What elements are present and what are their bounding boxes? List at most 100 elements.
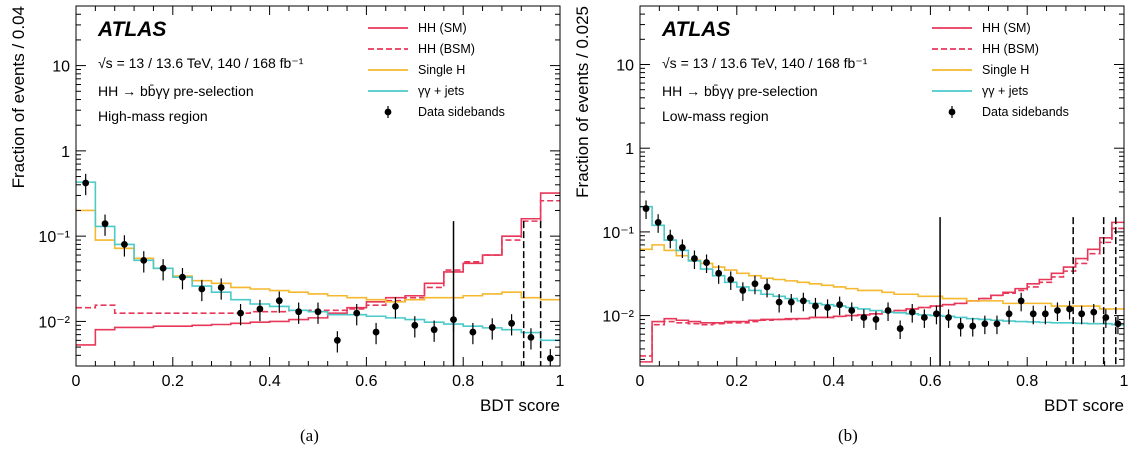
data-point (642, 200, 650, 220)
data-point (945, 309, 952, 328)
x-axis: 0 0.2 0.4 0.6 0.8 1 (72, 6, 565, 390)
data-point (787, 293, 795, 313)
data-point (121, 235, 128, 257)
data-point (1005, 305, 1013, 325)
series-line--jets (76, 181, 560, 342)
legend: HH (SM) HH (BSM) Single H γγ + jets Data sid… (368, 21, 505, 119)
series-line-hh-sm- (640, 221, 1124, 363)
data-point (799, 292, 807, 312)
data-point (703, 254, 710, 274)
x-tick-label: 0.4 (822, 373, 844, 390)
x-tick-label: 0.2 (162, 373, 184, 390)
series-line-single-h (640, 244, 1124, 310)
legend-item: Single H (932, 63, 1029, 77)
data-point (295, 302, 303, 324)
data-point (1017, 292, 1025, 312)
legend-label: γγ + jets (418, 84, 464, 98)
chart-panel-1: 0 0.2 0.4 0.6 0.8 1 BDT score 10⁻² 10⁻¹ 1 10 Fracti… (573, 5, 1129, 415)
energy-lumi-label: √s = 13 / 13.6 TeV, 140 / 168 fb⁻¹ (662, 55, 868, 71)
data-point (1090, 304, 1098, 323)
x-tick-label: 0.4 (258, 373, 280, 390)
experiment-label: ATLAS (97, 18, 166, 41)
chart-panel-0: 0 0.2 0.4 0.6 0.8 1 BDT score 10⁻² 10⁻¹ 1 10 Fracti… (9, 5, 565, 415)
series-line-single-h (76, 209, 560, 303)
y-axis-label: Fraction of events / 0.025 (573, 6, 592, 198)
legend-label: HH (BSM) (418, 42, 475, 56)
legend-label: HH (BSM) (982, 42, 1039, 56)
data-point (217, 278, 225, 300)
data-point (1029, 305, 1037, 325)
data-point (751, 275, 759, 295)
x-tick-label: 0.8 (1016, 373, 1038, 390)
data-point (969, 317, 977, 337)
data-point (140, 251, 148, 273)
data-point (1078, 305, 1086, 325)
x-tick-label: 0.6 (919, 373, 941, 390)
region-label: High-mass region (98, 108, 208, 124)
legend-label: HH (SM) (418, 21, 467, 35)
axes-frame (75, 5, 561, 367)
legend-item: Data sidebands (384, 105, 505, 119)
y-tick-label: 10⁻² (38, 314, 70, 331)
y-tick-label: 10⁻¹ (602, 225, 634, 242)
selection-label: HH → bb̄γγ pre-selection (98, 83, 254, 99)
data-point (1066, 300, 1073, 320)
data-point (957, 317, 965, 337)
data-point (908, 304, 916, 323)
data-point (101, 214, 109, 236)
selection-label: HH → bb̄γγ pre-selection (662, 83, 818, 99)
legend-item: Data sidebands (948, 105, 1069, 119)
region-label: Low-mass region (662, 108, 769, 124)
data-point (314, 302, 322, 324)
caption-b: (b) (838, 426, 858, 445)
data-point (333, 331, 341, 353)
data-point (715, 265, 723, 284)
y-tick-label: 10⁻¹ (38, 229, 70, 246)
x-tick-label: 0 (636, 373, 645, 390)
legend-item: HH (BSM) (368, 42, 475, 56)
data-point (430, 320, 438, 342)
experiment-label: ATLAS (661, 18, 730, 41)
data-point (1041, 305, 1049, 325)
x-axis-label: BDT score (1044, 396, 1124, 415)
x-tick-label: 0 (72, 373, 81, 390)
plot-area (76, 173, 560, 366)
legend-label: Data sidebands (418, 105, 505, 119)
series-line--jets (640, 205, 1124, 326)
axes-frame (639, 5, 1125, 367)
series-line-hh-bsm- (76, 199, 560, 314)
legend: HH (SM) HH (BSM) Single H γγ + jets Data sid… (932, 21, 1069, 119)
plot-area (640, 200, 1124, 366)
y-tick-label: 10⁻² (602, 309, 634, 326)
x-axis-label: BDT score (480, 396, 560, 415)
data-point (411, 316, 419, 338)
x-tick-label: 0.8 (452, 373, 474, 390)
data-point (256, 299, 264, 322)
data-point (275, 291, 283, 313)
legend-item: HH (SM) (368, 21, 467, 35)
legend-item: Single H (368, 63, 465, 77)
data-point (836, 296, 844, 316)
legend-label: γγ + jets (982, 84, 1028, 98)
series-line-hh-bsm- (640, 227, 1124, 357)
legend-item: HH (BSM) (932, 42, 1039, 56)
legend-label: Data sidebands (982, 105, 1069, 119)
x-tick-label: 1 (1120, 373, 1129, 390)
data-point (884, 302, 892, 321)
data-point (993, 315, 1001, 335)
data-point (488, 318, 496, 340)
x-tick-label: 0.2 (726, 373, 748, 390)
data-point (933, 305, 940, 325)
y-axis-label: Fraction of events / 0.04 (9, 6, 28, 188)
data-point (546, 349, 554, 366)
data-point (1054, 302, 1061, 321)
data-point (392, 297, 399, 319)
data-point (896, 320, 904, 340)
x-tick-label: 1 (556, 373, 565, 390)
data-point (508, 314, 515, 336)
data-point (654, 214, 662, 233)
x-tick-label: 0.6 (355, 373, 377, 390)
data-point (763, 278, 771, 298)
y-tick-label: 1 (625, 141, 634, 158)
